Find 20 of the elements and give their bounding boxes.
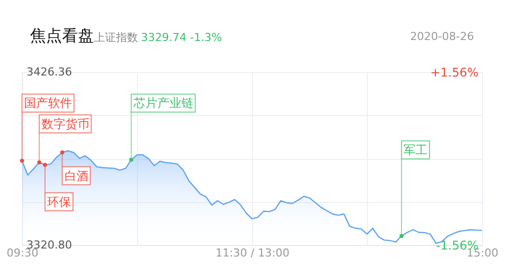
chart-subtitle: 上证指数 (94, 31, 138, 44)
chart-title: 焦点看盘 (30, 26, 94, 47)
point (60, 150, 64, 154)
text: 2020-08-26 (410, 30, 474, 43)
data-label: 国产软件 (24, 96, 72, 110)
data-label: 数字货币 (41, 116, 90, 131)
data-label: 芯片产业链 (132, 96, 194, 110)
point (43, 162, 47, 167)
point (400, 234, 404, 238)
point (20, 158, 24, 163)
y2-tick-label: +1.56% (430, 66, 478, 80)
x-tick-label: 15:00 (466, 246, 498, 260)
data-label: 军工 (404, 142, 428, 157)
y-tick-label: 3426.36 (26, 66, 72, 78)
point (37, 160, 42, 164)
data-label: 环保 (47, 194, 71, 209)
x-tick-label: 11:30 / 13:00 (215, 246, 290, 260)
text: 3329.74 -1.3% (141, 31, 222, 44)
point (129, 158, 134, 162)
data-label: 白酒 (64, 168, 88, 183)
